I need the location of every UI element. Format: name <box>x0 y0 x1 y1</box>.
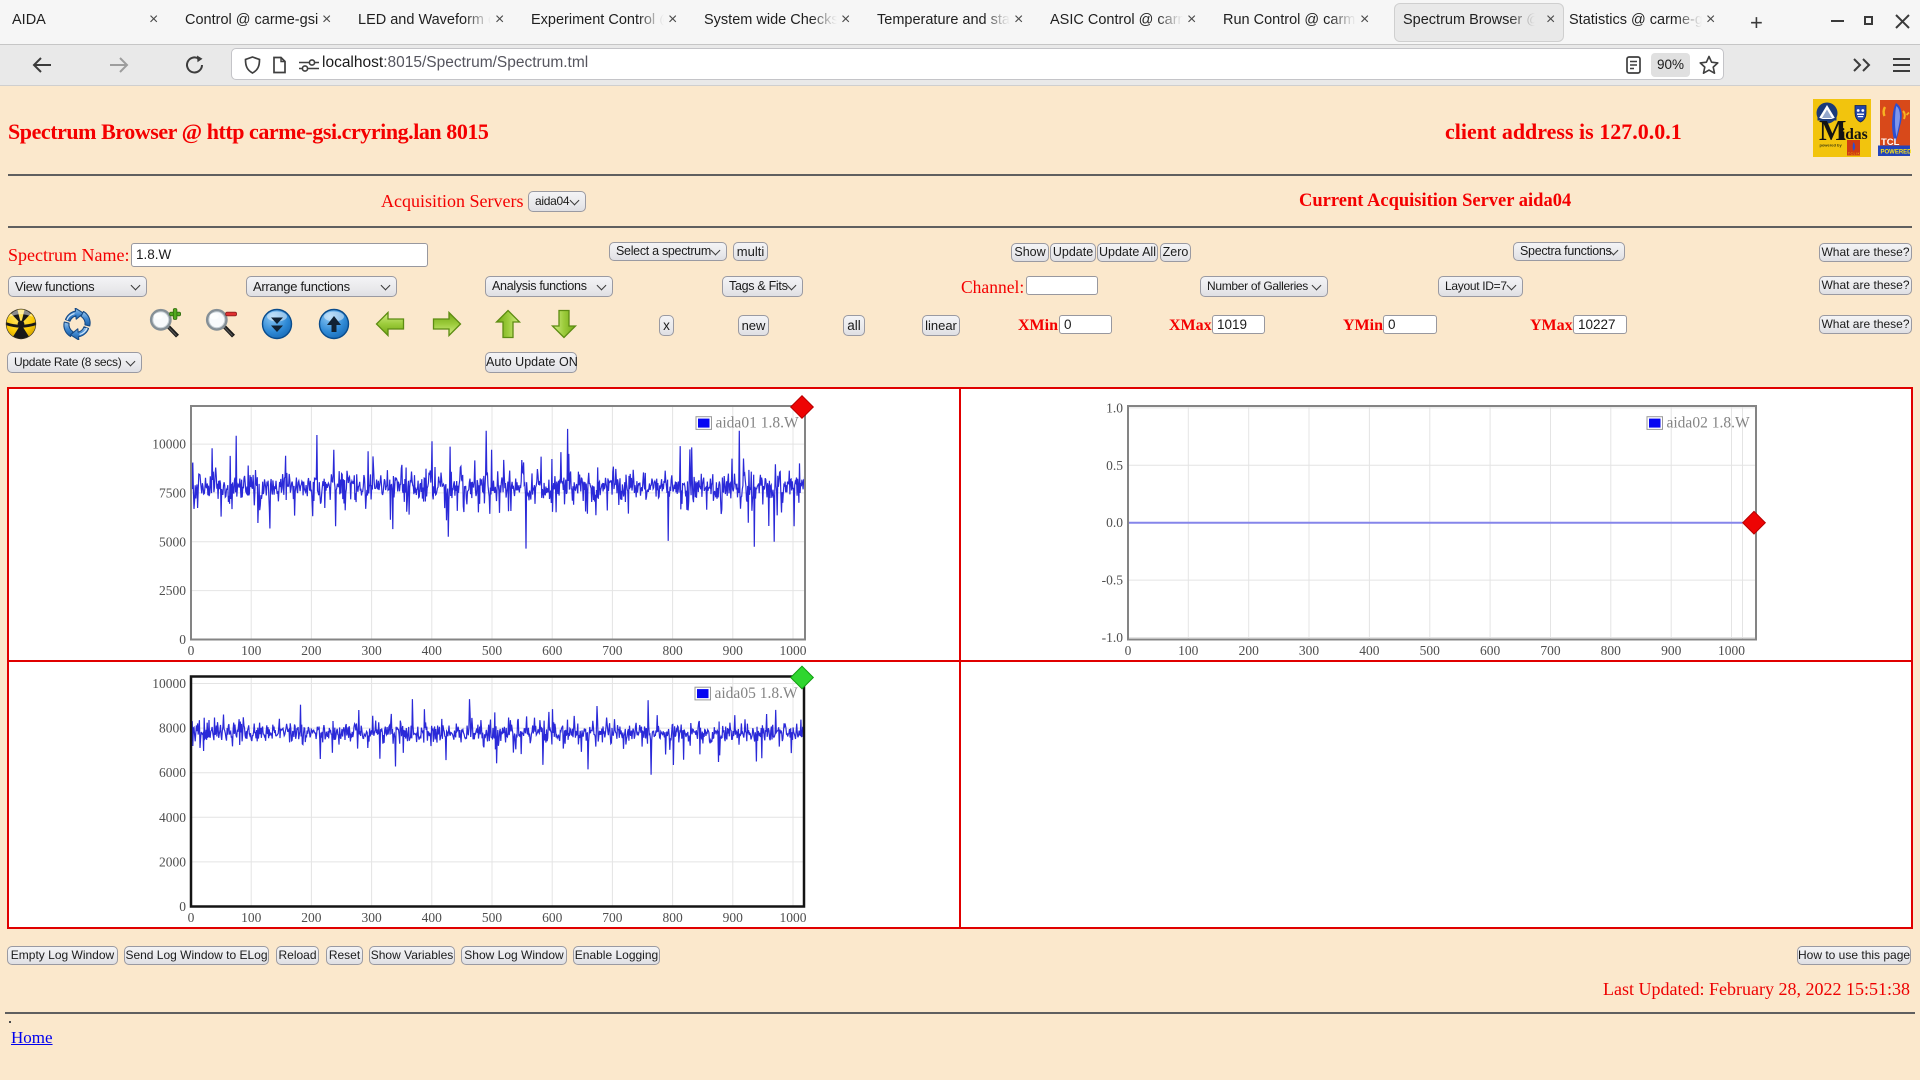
svg-text:TCL: TCL <box>1881 137 1900 148</box>
svg-text:POWERED: POWERED <box>1881 150 1912 156</box>
svg-text:powered by: powered by <box>1820 143 1843 148</box>
svg-text:idas: idas <box>1841 126 1868 143</box>
svg-text:M: M <box>1819 115 1846 147</box>
svg-text:T C L I K: T C L I K <box>1848 152 1860 156</box>
